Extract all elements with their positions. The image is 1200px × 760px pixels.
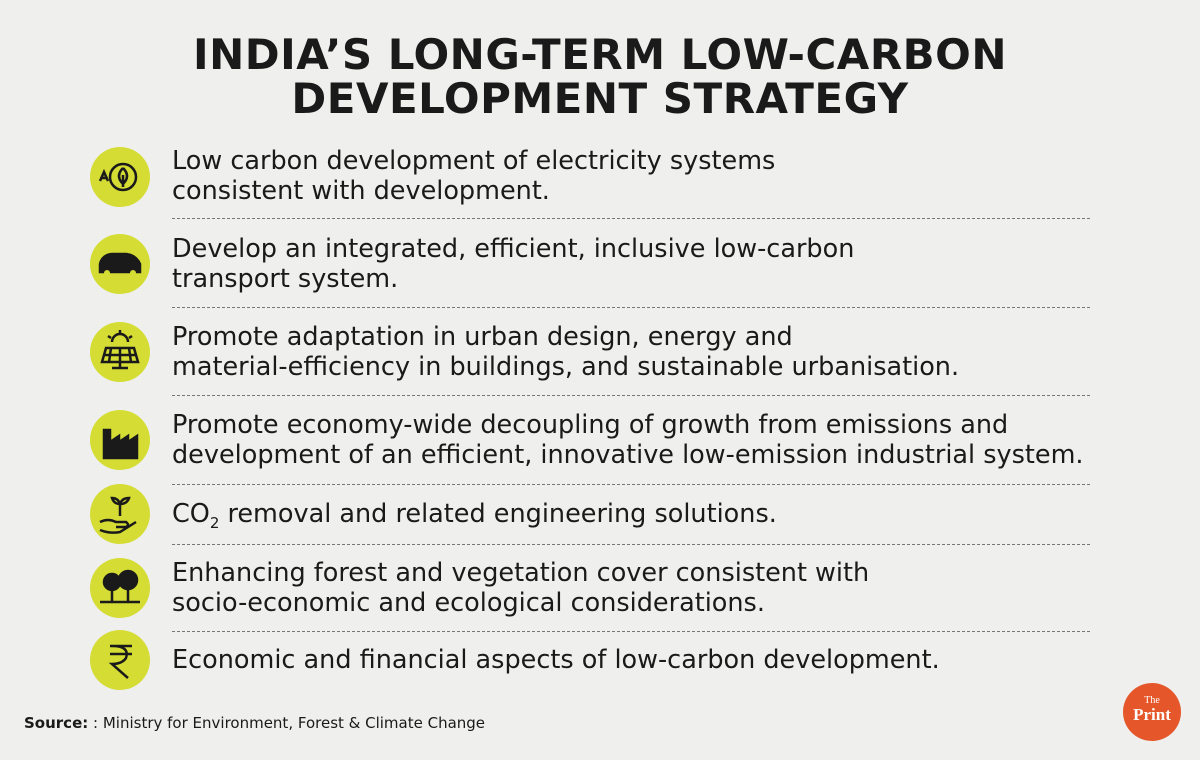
item: Promote economy-wide decoupling of growt… [172, 410, 1084, 470]
item-line: consistent with development. [172, 176, 550, 206]
source-label: Source: [24, 714, 89, 732]
divider [172, 307, 1090, 308]
item-line: Enhancing forest and vegetation cover co… [172, 558, 870, 588]
source: Source: : Ministry for Environment, Fore… [24, 714, 485, 732]
title-line: DEVELOPMENT STRATEGY [291, 74, 909, 123]
divider [172, 395, 1090, 396]
formula: CO [172, 499, 210, 529]
item: CO2 removal and related engineering solut… [172, 499, 777, 538]
item-line: development of an efficient, innovative … [172, 440, 1084, 470]
item-line: Develop an integrated, efficient, inclus… [172, 234, 855, 264]
item: Promote adaptation in urban design, ener… [172, 322, 959, 382]
icons [98, 162, 142, 679]
item: Economic and financial aspects of low-ca… [172, 645, 940, 675]
divider [172, 631, 1090, 632]
item: Develop an integrated, efficient, inclus… [172, 234, 854, 294]
logo-main: Print [1133, 705, 1171, 724]
item-line: material-efficiency in buildings, and su… [172, 352, 960, 382]
item: Low carbon development of electricity sy… [172, 146, 775, 206]
logo-circle [1123, 683, 1181, 741]
source-text: : Ministry for Environment, Forest & Cli… [93, 714, 486, 732]
subscript: 2 [209, 514, 220, 533]
item-line: Promote economy-wide decoupling of growt… [172, 410, 1009, 440]
divider [172, 218, 1090, 219]
divider [172, 484, 1090, 485]
item-line: Promote adaptation in urban design, ener… [172, 322, 793, 352]
icon-circles [90, 147, 150, 690]
title-line: INDIA’S LONG-TERM LOW-CARBON [192, 30, 1008, 79]
item-line: socio-economic and ecological considerat… [172, 588, 765, 618]
item-line: removal and related engineering solution… [227, 499, 777, 529]
item-line: Low carbon development of electricity sy… [172, 146, 776, 176]
logo-small: The [1144, 695, 1160, 706]
item-line: transport system. [172, 264, 399, 294]
item: Enhancing forest and vegetation cover co… [172, 558, 869, 618]
divider [172, 544, 1090, 545]
item-line: Economic and financial aspects of low-ca… [172, 645, 940, 675]
